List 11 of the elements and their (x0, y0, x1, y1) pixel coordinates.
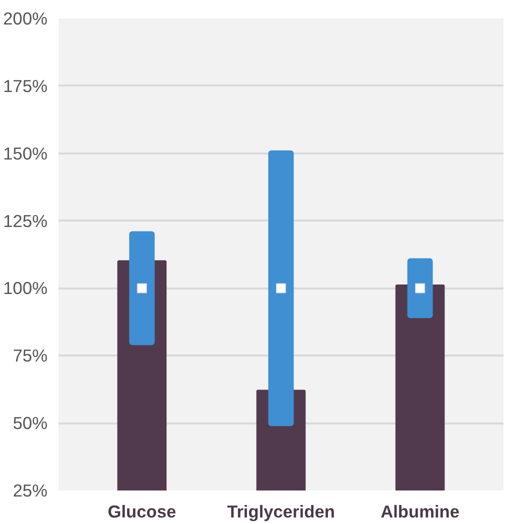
y-tick-label: 100% (3, 278, 48, 298)
y-tick-label: 50% (12, 413, 48, 434)
x-tick-label: Albumine (380, 502, 460, 522)
y-tick-label: 200% (3, 8, 48, 28)
y-tick-label: 125% (3, 210, 48, 231)
x-tick-label: Triglyceriden (227, 502, 335, 522)
x-tick-label: Glucose (108, 502, 176, 522)
y-tick-label: 75% (12, 346, 48, 366)
y-tick-label: 25% (12, 480, 48, 500)
y-tick-label: 150% (3, 143, 48, 164)
y-tick-label: 175% (3, 76, 48, 96)
